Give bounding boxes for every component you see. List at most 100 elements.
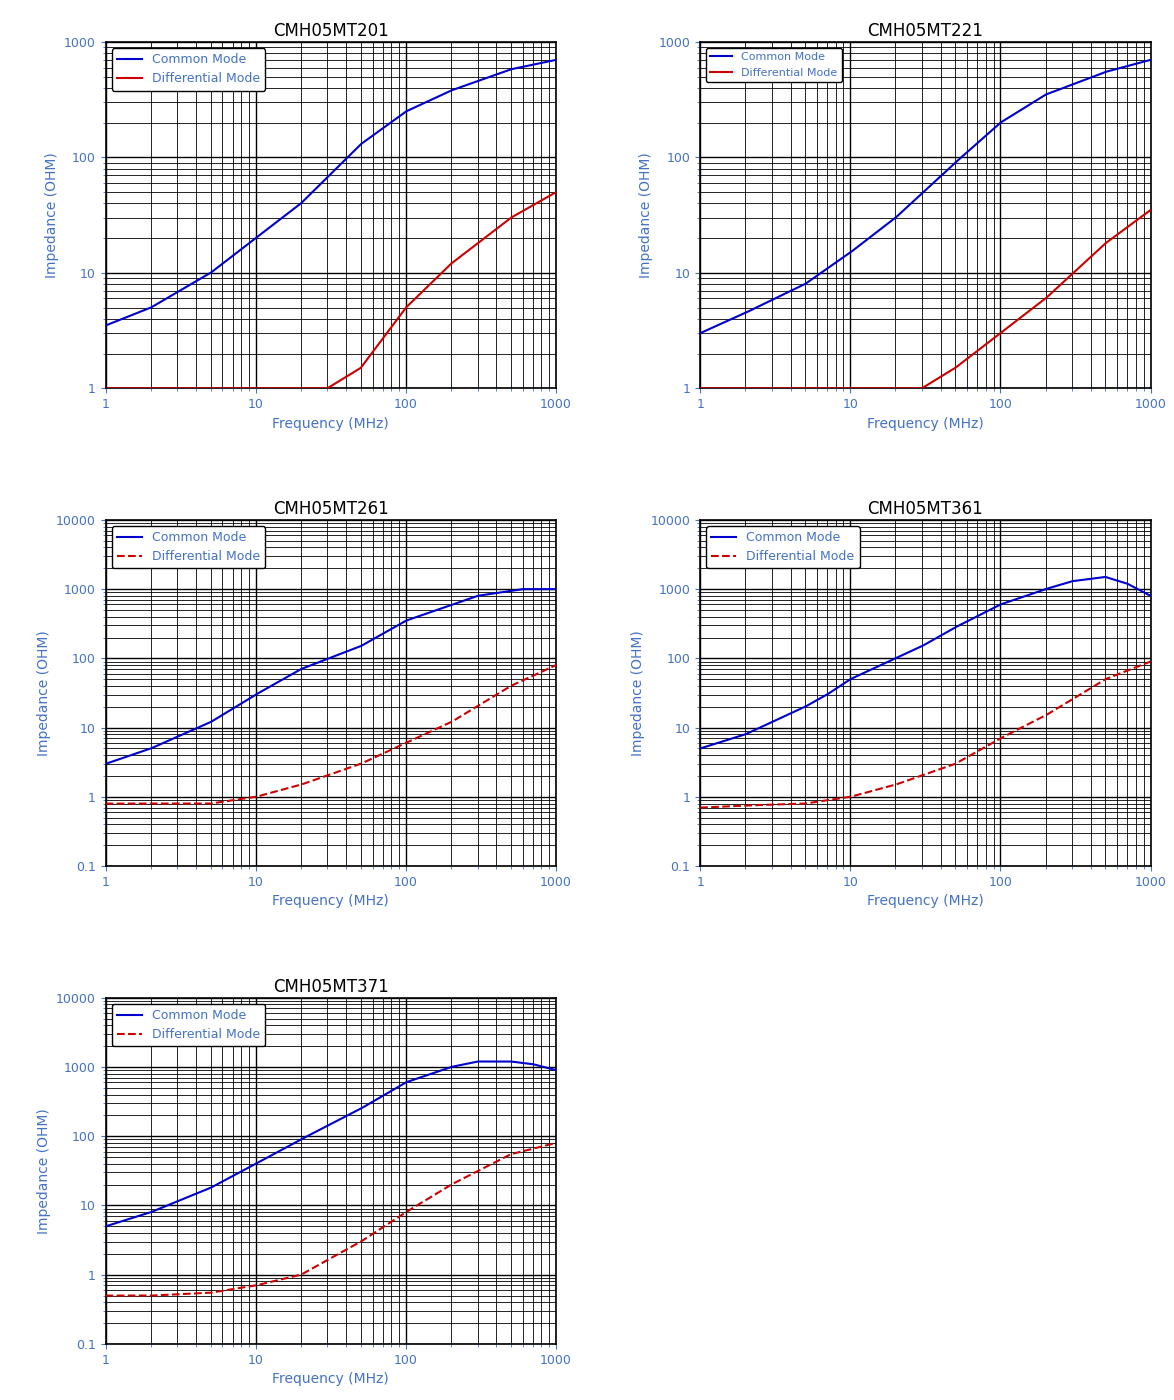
Common Mode: [471, 1053, 485, 1070]
Line: Differential Mode: Differential Mode: [106, 665, 556, 804]
Line: Differential Mode: Differential Mode: [700, 662, 1151, 808]
Differential Mode: [549, 1134, 564, 1151]
Differential Mode: [891, 776, 905, 792]
Common Mode: [458, 77, 472, 94]
Common Mode: [876, 657, 890, 673]
Differential Mode: [1052, 699, 1066, 715]
Differential Mode: [1143, 654, 1158, 671]
Common Mode: [1143, 588, 1158, 605]
Common Mode: [450, 1057, 464, 1074]
Common Mode: [99, 316, 113, 333]
Differential Mode: [876, 379, 890, 396]
Common Mode: [144, 298, 158, 315]
Common Mode: [407, 609, 421, 626]
Differential Mode: [1003, 725, 1017, 742]
Legend: Common Mode, Differential Mode: Common Mode, Differential Mode: [707, 526, 859, 568]
Y-axis label: Impedance (OHM): Impedance (OHM): [639, 153, 653, 279]
Common Mode: [1003, 594, 1017, 610]
Differential Mode: [693, 379, 707, 396]
Differential Mode: [740, 797, 754, 813]
Common Mode: [297, 659, 311, 676]
Legend: Common Mode, Differential Mode: Common Mode, Differential Mode: [112, 48, 265, 91]
Differential Mode: [407, 731, 421, 748]
Differential Mode: [281, 1270, 295, 1287]
Common Mode: [740, 725, 754, 742]
Common Mode: [407, 99, 421, 116]
Common Mode: [1052, 81, 1066, 98]
Differential Mode: [407, 290, 421, 307]
Differential Mode: [297, 1264, 311, 1281]
Line: Common Mode: Common Mode: [106, 1061, 556, 1226]
X-axis label: Frequency (MHz): Frequency (MHz): [866, 417, 984, 431]
Differential Mode: [740, 379, 754, 396]
Common Mode: [876, 220, 890, 237]
Differential Mode: [458, 245, 472, 262]
Differential Mode: [549, 657, 564, 673]
Line: Common Mode: Common Mode: [700, 60, 1151, 333]
Title: CMH05MT221: CMH05MT221: [868, 22, 984, 41]
Common Mode: [549, 1061, 564, 1078]
X-axis label: Frequency (MHz): Frequency (MHz): [272, 417, 390, 431]
Common Mode: [517, 581, 531, 598]
Y-axis label: Impedance (OHM): Impedance (OHM): [36, 630, 50, 756]
Differential Mode: [1045, 704, 1059, 721]
Differential Mode: [1045, 284, 1059, 301]
Differential Mode: [144, 1287, 158, 1303]
Differential Mode: [693, 799, 707, 816]
Differential Mode: [281, 379, 295, 396]
X-axis label: Frequency (MHz): Frequency (MHz): [272, 1372, 390, 1386]
Common Mode: [1052, 577, 1066, 594]
Common Mode: [297, 1130, 311, 1147]
Line: Common Mode: Common Mode: [106, 60, 556, 325]
Differential Mode: [458, 1169, 472, 1186]
Common Mode: [1003, 109, 1017, 126]
Differential Mode: [99, 379, 113, 396]
Common Mode: [549, 52, 564, 69]
Line: Common Mode: Common Mode: [700, 577, 1151, 749]
Common Mode: [1143, 52, 1158, 69]
Common Mode: [1099, 568, 1113, 585]
Common Mode: [99, 1218, 113, 1235]
Common Mode: [144, 739, 158, 756]
Common Mode: [281, 1138, 295, 1155]
Title: CMH05MT201: CMH05MT201: [274, 22, 389, 41]
Common Mode: [450, 595, 464, 612]
Legend: Common Mode, Differential Mode: Common Mode, Differential Mode: [706, 48, 842, 83]
Differential Mode: [99, 795, 113, 812]
Common Mode: [1045, 580, 1059, 596]
Differential Mode: [450, 710, 464, 727]
Line: Differential Mode: Differential Mode: [700, 210, 1151, 388]
Common Mode: [693, 325, 707, 342]
X-axis label: Frequency (MHz): Frequency (MHz): [866, 895, 984, 909]
Y-axis label: Impedance (OHM): Impedance (OHM): [630, 630, 645, 756]
Common Mode: [693, 741, 707, 757]
Differential Mode: [144, 379, 158, 396]
Common Mode: [99, 756, 113, 773]
Differential Mode: [297, 379, 311, 396]
Differential Mode: [876, 780, 890, 797]
Differential Mode: [549, 183, 564, 200]
Line: Common Mode: Common Mode: [106, 589, 556, 764]
Common Mode: [450, 80, 464, 97]
Common Mode: [407, 1071, 421, 1088]
Legend: Common Mode, Differential Mode: Common Mode, Differential Mode: [112, 1004, 265, 1046]
Differential Mode: [407, 1198, 421, 1215]
Common Mode: [281, 668, 295, 685]
Differential Mode: [450, 251, 464, 267]
Common Mode: [1045, 84, 1059, 101]
Differential Mode: [891, 379, 905, 396]
Title: CMH05MT361: CMH05MT361: [868, 500, 983, 518]
Differential Mode: [144, 795, 158, 812]
Line: Differential Mode: Differential Mode: [106, 192, 556, 388]
Differential Mode: [99, 1287, 113, 1303]
Common Mode: [144, 1204, 158, 1221]
Common Mode: [891, 207, 905, 224]
Title: CMH05MT371: CMH05MT371: [274, 979, 389, 997]
Differential Mode: [1003, 318, 1017, 335]
Common Mode: [281, 204, 295, 221]
Differential Mode: [1052, 277, 1066, 294]
Differential Mode: [281, 780, 295, 797]
Common Mode: [891, 648, 905, 665]
Common Mode: [458, 1056, 472, 1072]
Common Mode: [740, 304, 754, 321]
